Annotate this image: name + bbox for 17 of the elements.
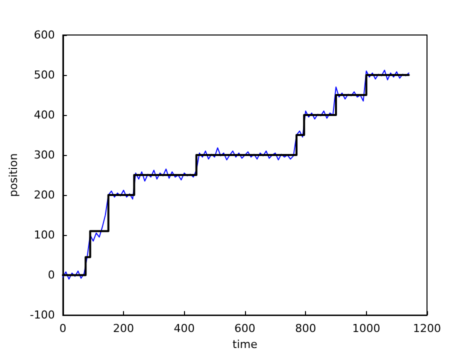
y-tick-label: 600	[34, 28, 55, 42]
y-tick-label: 300	[34, 148, 55, 162]
y-tick-label: 0	[48, 268, 55, 282]
x-tick-label: 0	[59, 322, 66, 336]
x-tick-label: 200	[113, 322, 134, 336]
y-tick-label: 500	[34, 68, 55, 82]
x-tick-label: 1200	[413, 322, 441, 336]
y-tick-label: 200	[34, 188, 55, 202]
x-axis-title: time	[232, 338, 258, 351]
x-tick-label: 400	[174, 322, 195, 336]
x-tick-label: 1000	[352, 322, 380, 336]
y-tick-label: 100	[34, 228, 55, 242]
x-tick-label: 800	[295, 322, 316, 336]
y-axis-title: position	[7, 153, 20, 197]
y-tick-label: 400	[34, 108, 55, 122]
y-tick-label: -100	[30, 308, 55, 322]
x-tick-label: 600	[234, 322, 256, 336]
